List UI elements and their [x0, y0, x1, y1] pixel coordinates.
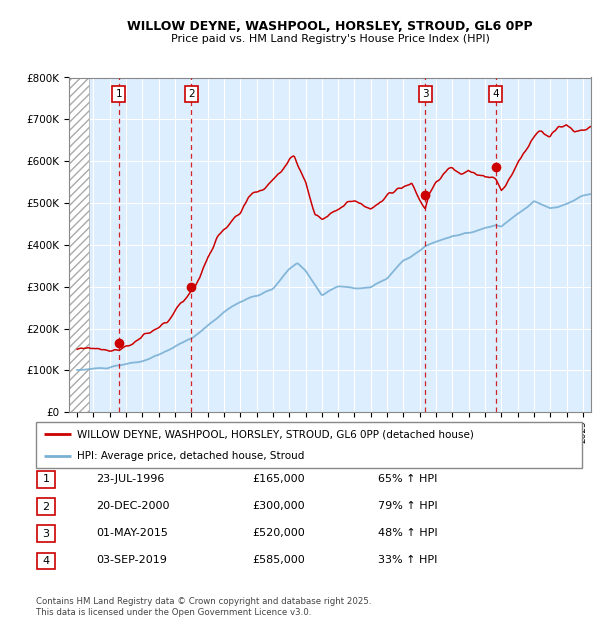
Text: 03-SEP-2019: 03-SEP-2019	[96, 556, 167, 565]
Text: 2: 2	[43, 502, 49, 512]
Text: £300,000: £300,000	[252, 501, 305, 511]
Text: 20-DEC-2000: 20-DEC-2000	[96, 501, 170, 511]
Text: WILLOW DEYNE, WASHPOOL, HORSLEY, STROUD, GL6 0PP: WILLOW DEYNE, WASHPOOL, HORSLEY, STROUD,…	[127, 20, 533, 33]
Text: 4: 4	[493, 89, 499, 99]
Bar	[69, 78, 89, 412]
Text: 1: 1	[43, 474, 49, 484]
Text: 79% ↑ HPI: 79% ↑ HPI	[378, 501, 437, 511]
Text: Price paid vs. HM Land Registry's House Price Index (HPI): Price paid vs. HM Land Registry's House …	[170, 34, 490, 44]
Text: 3: 3	[422, 89, 428, 99]
Text: £520,000: £520,000	[252, 528, 305, 538]
Text: WILLOW DEYNE, WASHPOOL, HORSLEY, STROUD, GL6 0PP (detached house): WILLOW DEYNE, WASHPOOL, HORSLEY, STROUD,…	[77, 429, 474, 439]
Text: Contains HM Land Registry data © Crown copyright and database right 2025.
This d: Contains HM Land Registry data © Crown c…	[36, 598, 371, 617]
Text: 33% ↑ HPI: 33% ↑ HPI	[378, 556, 437, 565]
Text: 23-JUL-1996: 23-JUL-1996	[96, 474, 164, 484]
Text: £165,000: £165,000	[252, 474, 305, 484]
Text: 2: 2	[188, 89, 194, 99]
Text: 3: 3	[43, 529, 49, 539]
Text: 65% ↑ HPI: 65% ↑ HPI	[378, 474, 437, 484]
Text: HPI: Average price, detached house, Stroud: HPI: Average price, detached house, Stro…	[77, 451, 304, 461]
Text: 1: 1	[115, 89, 122, 99]
Text: 48% ↑ HPI: 48% ↑ HPI	[378, 528, 437, 538]
Text: 01-MAY-2015: 01-MAY-2015	[96, 528, 168, 538]
Text: 4: 4	[43, 556, 49, 566]
Text: £585,000: £585,000	[252, 556, 305, 565]
